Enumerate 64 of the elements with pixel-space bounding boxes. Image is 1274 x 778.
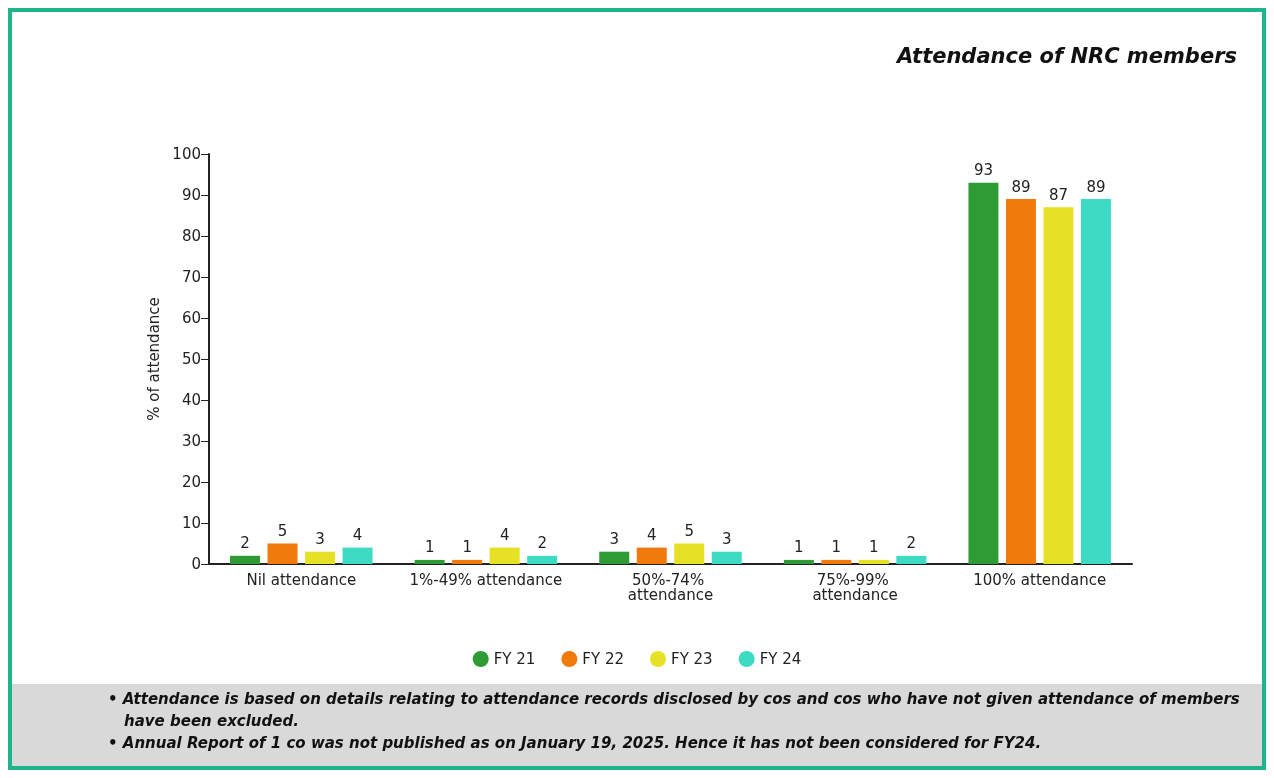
y-tick-label: 50 <box>181 350 201 368</box>
y-tick-label: 80 <box>181 227 201 245</box>
data-label: 93 <box>973 161 993 180</box>
data-label: 3 <box>315 530 325 549</box>
data-label: 5 <box>277 522 288 540</box>
text: • Annual Report of 1 co was not published as on January 19, 2025. Hence it has not been considered for FY24. <box>108 733 1043 754</box>
bar <box>858 559 889 564</box>
bar <box>599 551 630 564</box>
y-tick-label: 0 <box>191 555 201 573</box>
bar <box>452 559 483 564</box>
bar <box>305 551 336 564</box>
data-label: 3 <box>609 530 620 549</box>
data-label: 2 <box>240 534 250 553</box>
x-tick-label: 75%-99% attendance <box>812 570 898 604</box>
data-label: 2 <box>906 534 917 553</box>
data-label: 1 <box>462 538 472 557</box>
x-tick-label: 1%-49% attendance <box>409 570 563 589</box>
bar <box>896 555 927 564</box>
bar <box>489 547 520 564</box>
y-tick-label: 20 <box>181 473 201 491</box>
text: • Attendance is based on details relating to attendance records disclosed by cos and cos who have not given attendance of members have been excluded. <box>108 689 1241 732</box>
data-label: 4 <box>352 526 363 545</box>
data-label: 4 <box>646 526 657 545</box>
bar <box>674 543 705 564</box>
legend-label: FY 24 <box>759 650 802 668</box>
y-tick-label: 90 <box>181 186 201 204</box>
bar <box>342 547 373 564</box>
legend-label: FY 22 <box>582 650 625 668</box>
chart-title: Attendance of NRC members <box>894 43 1238 68</box>
data-label: 2 <box>537 534 547 553</box>
data-label: 1 <box>831 538 842 557</box>
bar <box>267 543 298 564</box>
bar <box>1043 207 1074 564</box>
bar <box>1005 199 1036 564</box>
x-tick-label: 100% attendance <box>973 570 1107 589</box>
bar <box>230 555 261 564</box>
bar <box>414 559 445 564</box>
bar <box>711 551 742 564</box>
data-label: 1 <box>424 538 435 557</box>
y-tick-label: 40 <box>181 391 201 409</box>
data-label: 1 <box>794 538 804 557</box>
bar <box>968 182 999 564</box>
bar <box>783 559 814 564</box>
y-tick-label: 100 <box>172 145 201 163</box>
bar <box>636 547 667 564</box>
data-label: 1 <box>869 538 879 557</box>
x-tick-label: 50%-74% attendance <box>627 570 714 604</box>
y-tick-label: 70 <box>181 268 201 286</box>
bar <box>821 559 852 564</box>
data-label: 4 <box>499 526 510 545</box>
legend-label: FY 21 <box>493 650 536 668</box>
x-tick-label: Nil attendance <box>246 570 357 589</box>
bar <box>1080 199 1111 564</box>
y-tick-label: 10 <box>181 514 201 532</box>
data-label: 87 <box>1048 185 1068 204</box>
y-axis-title: % of attendance <box>144 297 163 421</box>
y-tick-label: 30 <box>181 432 201 450</box>
y-tick-label: 60 <box>181 309 201 327</box>
data-label: 3 <box>721 530 732 549</box>
data-label: 89 <box>1086 177 1106 196</box>
bar <box>527 555 558 564</box>
data-label: 89 <box>1011 177 1031 196</box>
legend-label: FY 23 <box>671 650 713 668</box>
data-label: 5 <box>684 522 695 540</box>
